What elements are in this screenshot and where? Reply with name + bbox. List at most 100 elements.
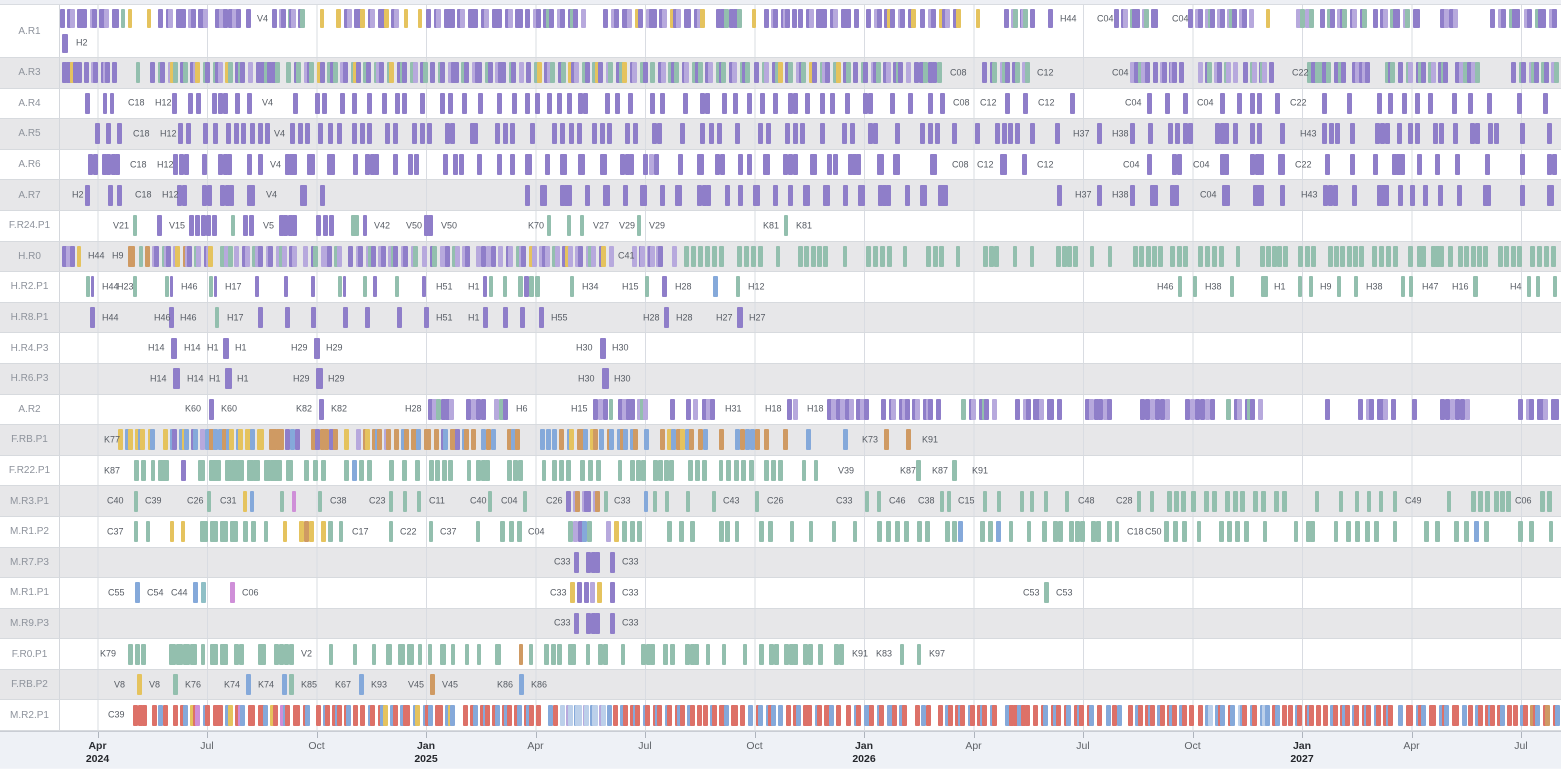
event-bar[interactable] <box>496 643 501 665</box>
event-bar[interactable] <box>265 245 271 267</box>
event-bar[interactable] <box>760 92 765 114</box>
event-bar[interactable] <box>265 123 270 145</box>
event-bar[interactable] <box>587 521 592 543</box>
event-bar[interactable] <box>158 460 163 482</box>
event-bar[interactable] <box>956 9 961 28</box>
event-bar[interactable] <box>600 337 606 359</box>
event-bar[interactable] <box>243 521 248 543</box>
event-bar[interactable] <box>1001 123 1007 145</box>
event-bar[interactable] <box>1424 521 1429 543</box>
event-bar[interactable] <box>60 9 65 28</box>
event-bar[interactable] <box>1415 9 1420 28</box>
event-bar[interactable] <box>586 612 591 634</box>
event-bar[interactable] <box>429 460 434 482</box>
event-bar[interactable] <box>465 643 469 665</box>
event-bar[interactable] <box>1337 276 1341 298</box>
event-bar[interactable] <box>386 62 392 84</box>
event-bar[interactable] <box>1266 9 1270 28</box>
event-bar[interactable] <box>258 307 263 329</box>
event-bar[interactable] <box>304 521 309 543</box>
event-bar[interactable] <box>1159 704 1165 726</box>
event-bar[interactable] <box>1033 704 1038 726</box>
event-bar[interactable] <box>235 92 240 114</box>
event-bar[interactable] <box>876 704 882 726</box>
event-bar[interactable] <box>1155 398 1160 420</box>
event-bar[interactable] <box>738 154 743 176</box>
event-bar[interactable] <box>850 123 855 145</box>
event-bar[interactable] <box>160 62 166 84</box>
event-bar[interactable] <box>118 429 123 451</box>
event-bar[interactable] <box>1298 245 1303 267</box>
event-bar[interactable] <box>542 184 547 206</box>
event-bar[interactable] <box>533 62 539 84</box>
event-bar[interactable] <box>86 276 90 298</box>
event-bar[interactable] <box>1027 521 1031 543</box>
event-bar[interactable] <box>1468 92 1473 114</box>
event-bar[interactable] <box>327 62 333 84</box>
event-bar[interactable] <box>1518 521 1523 543</box>
event-bar[interactable] <box>478 92 483 114</box>
event-bar[interactable] <box>1322 92 1327 114</box>
event-bar[interactable] <box>1046 398 1052 420</box>
event-bar[interactable] <box>628 92 633 114</box>
event-bar[interactable] <box>327 154 332 176</box>
event-bar[interactable] <box>190 643 197 665</box>
event-bar[interactable] <box>658 245 663 267</box>
event-bar[interactable] <box>989 62 995 84</box>
event-bar[interactable] <box>281 245 287 267</box>
event-bar[interactable] <box>1552 154 1557 176</box>
event-bar[interactable] <box>777 62 783 84</box>
event-bar[interactable] <box>91 9 97 28</box>
event-bar[interactable] <box>1079 704 1085 726</box>
event-bar[interactable] <box>622 704 628 726</box>
event-bar[interactable] <box>267 62 273 84</box>
event-bar[interactable] <box>535 9 541 28</box>
event-bar[interactable] <box>726 460 731 482</box>
event-bar[interactable] <box>1133 245 1138 267</box>
event-bar[interactable] <box>190 62 196 84</box>
event-bar[interactable] <box>1236 398 1242 420</box>
event-bar[interactable] <box>542 460 546 482</box>
event-bar[interactable] <box>1507 704 1512 726</box>
event-bar[interactable] <box>893 62 899 84</box>
event-bar[interactable] <box>771 460 776 482</box>
event-bar[interactable] <box>920 123 925 145</box>
event-bar[interactable] <box>134 490 138 512</box>
event-bar[interactable] <box>641 460 646 482</box>
event-bar[interactable] <box>621 9 627 28</box>
event-bar[interactable] <box>326 245 332 267</box>
event-bar[interactable] <box>311 429 316 451</box>
event-bar[interactable] <box>853 521 857 543</box>
event-bar[interactable] <box>1283 245 1288 267</box>
event-bar[interactable] <box>172 92 177 114</box>
event-bar[interactable] <box>1030 123 1035 145</box>
event-bar[interactable] <box>399 62 405 84</box>
event-bar[interactable] <box>569 429 575 451</box>
event-bar[interactable] <box>1454 521 1459 543</box>
event-bar[interactable] <box>325 704 331 726</box>
event-bar[interactable] <box>622 429 628 451</box>
event-bar[interactable] <box>432 245 438 267</box>
event-bar[interactable] <box>792 123 798 145</box>
event-bar[interactable] <box>863 62 869 84</box>
event-bar[interactable] <box>227 9 233 28</box>
event-bar[interactable] <box>960 704 966 726</box>
event-bar[interactable] <box>224 184 230 206</box>
event-bar[interactable] <box>259 429 264 451</box>
event-bar[interactable] <box>1350 154 1355 176</box>
event-bar[interactable] <box>507 460 512 482</box>
event-bar[interactable] <box>1375 123 1380 145</box>
event-bar[interactable] <box>853 704 859 726</box>
event-bar[interactable] <box>1181 490 1186 512</box>
event-bar[interactable] <box>1448 245 1453 267</box>
event-bar[interactable] <box>175 245 181 267</box>
event-bar[interactable] <box>575 490 580 512</box>
event-bar[interactable] <box>927 123 933 145</box>
event-bar[interactable] <box>370 9 376 28</box>
event-bar[interactable] <box>1306 521 1311 543</box>
event-bar[interactable] <box>733 92 738 114</box>
event-bar[interactable] <box>91 276 94 298</box>
event-bar[interactable] <box>274 643 279 665</box>
event-bar[interactable] <box>227 62 233 84</box>
event-bar[interactable] <box>258 643 263 665</box>
